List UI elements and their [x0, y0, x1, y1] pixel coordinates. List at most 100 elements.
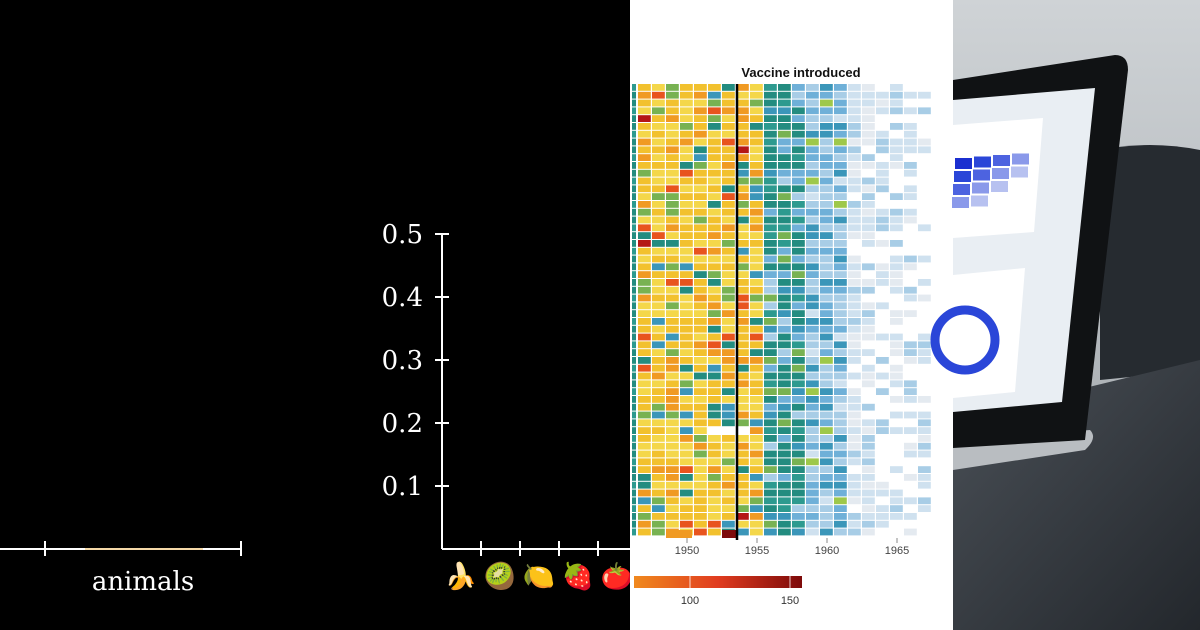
heatmap-cell — [680, 388, 693, 395]
heatmap-cell — [834, 388, 847, 395]
heatmap-cell — [638, 403, 651, 411]
heatmap-cell — [750, 427, 763, 434]
heatmap-cell — [694, 505, 707, 512]
heatmap-cell — [778, 286, 791, 294]
heatmap-cell — [666, 255, 679, 263]
heatmap-cell — [890, 123, 903, 130]
heatmap-cell — [820, 481, 833, 489]
heatmap-cell — [862, 138, 875, 146]
heatmap-cell — [736, 271, 749, 278]
heatmap-cell — [680, 318, 693, 325]
heatmap-cell — [736, 240, 749, 247]
heatmap-cell — [792, 481, 805, 489]
heatmap-row-marker — [632, 115, 636, 122]
heatmap-cell — [848, 403, 861, 411]
heatmap-cell — [652, 489, 665, 497]
heatmap-cell — [708, 208, 721, 216]
heatmap-cell — [680, 302, 693, 310]
heatmap-cell — [820, 372, 833, 380]
heatmap-cell — [680, 115, 693, 122]
heatmap-cell — [694, 513, 707, 520]
heatmap-cell — [806, 380, 819, 388]
heatmap-cell — [904, 528, 917, 536]
heatmap-cell — [764, 435, 777, 442]
heatmap-cell — [722, 169, 735, 177]
heatmap-cell — [652, 442, 665, 450]
heatmap-cell — [708, 380, 721, 388]
heatmap-cell — [722, 388, 735, 395]
heatmap-cell — [792, 364, 805, 372]
heatmap-cell — [638, 388, 651, 395]
heatmap-cell — [848, 357, 861, 364]
heatmap-cell — [918, 427, 931, 434]
heatmap-row-marker — [632, 481, 636, 489]
heatmap-cell — [750, 466, 763, 473]
heatmap-row-marker — [632, 318, 636, 325]
heatmap-cell — [694, 138, 707, 146]
heatmap-cell — [652, 255, 665, 263]
heatmap-cell — [820, 154, 833, 161]
heatmap-cell — [806, 505, 819, 512]
heatmap-cell — [750, 162, 763, 169]
heatmap-cell — [834, 302, 847, 310]
heatmap-cell — [666, 115, 679, 122]
heatmap-cell — [666, 286, 679, 294]
heatmap-cell — [890, 411, 903, 419]
heatmap-row-marker — [632, 247, 636, 255]
heatmap-cell — [708, 318, 721, 325]
heatmap-cell — [722, 130, 735, 138]
heatmap-cell — [918, 481, 931, 489]
heatmap-cell — [778, 279, 791, 286]
heatmap-cell — [890, 310, 903, 317]
heatmap-cell — [820, 232, 833, 239]
heatmap-cell — [834, 286, 847, 294]
heatmap-cell — [666, 341, 679, 349]
heatmap-row-marker — [632, 107, 636, 115]
heatmap-cell — [848, 224, 861, 232]
heatmap-cell — [722, 325, 735, 333]
heatmap-cell — [694, 357, 707, 364]
heatmap-cell — [792, 138, 805, 146]
heatmap-cell — [862, 333, 875, 341]
heatmap-cell — [806, 255, 819, 263]
heatmap-cell — [862, 224, 875, 232]
heatmap-row-marker — [632, 302, 636, 310]
heatmap-cell — [904, 107, 917, 115]
heatmap-cell — [750, 154, 763, 161]
heatmap-cell — [876, 333, 889, 341]
heatmap-cell — [848, 513, 861, 520]
heatmap-cell — [750, 216, 763, 224]
fruit-category-label: 🍓 — [562, 561, 594, 592]
heatmap-cell — [736, 216, 749, 224]
heatmap-cell — [652, 294, 665, 302]
heatmap-cell — [876, 427, 889, 434]
heatmap-cell — [792, 224, 805, 232]
heatmap-cell — [680, 193, 693, 200]
heatmap-cell — [680, 333, 693, 341]
heatmap-cell — [764, 201, 777, 208]
heatmap-cell — [638, 357, 651, 364]
heatmap-cell — [904, 123, 917, 130]
heatmap-cell — [638, 263, 651, 271]
heatmap-cell — [736, 294, 749, 302]
heatmap-cell — [792, 154, 805, 161]
heatmap-cell — [792, 99, 805, 107]
heatmap-cell — [638, 341, 651, 349]
heatmap-cell — [918, 411, 931, 419]
heatmap-cell — [708, 99, 721, 107]
heatmap-cell — [722, 318, 735, 325]
heatmap-cell — [666, 458, 679, 466]
heatmap-cell — [778, 99, 791, 107]
heatmap-cell — [834, 489, 847, 497]
heatmap-cell — [680, 232, 693, 239]
heatmap-cell — [736, 497, 749, 505]
heatmap-cell — [904, 146, 917, 154]
heatmap-cell — [876, 240, 889, 247]
heatmap-cell — [680, 505, 693, 512]
heatmap-cell — [862, 497, 875, 505]
heatmap-cell — [834, 99, 847, 107]
heatmap-cell — [750, 224, 763, 232]
heatmap-cell — [778, 357, 791, 364]
heatmap-cell — [666, 427, 679, 434]
heatmap-cell — [820, 146, 833, 154]
